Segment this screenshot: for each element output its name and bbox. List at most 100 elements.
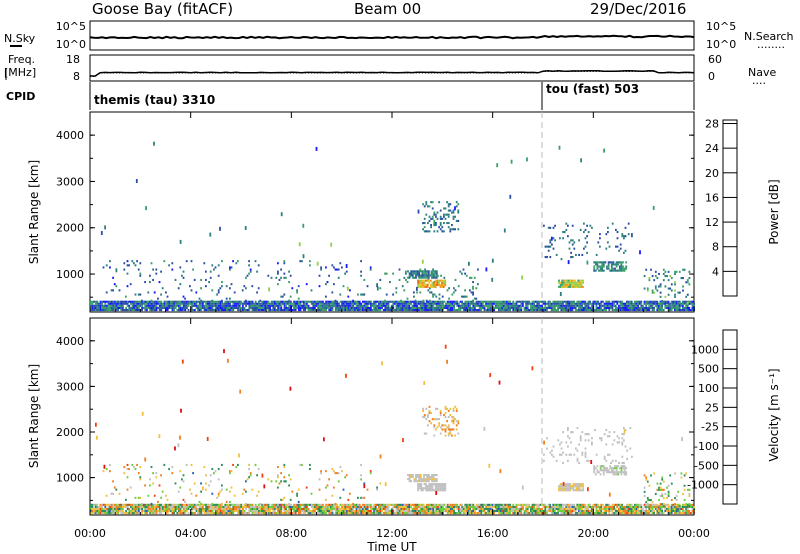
- data-cell: [277, 306, 279, 309]
- data-cell: [512, 503, 515, 506]
- data-cell: [160, 496, 162, 499]
- data-cell: [262, 304, 265, 307]
- data-cell: [186, 510, 188, 513]
- data-cell: [570, 239, 572, 242]
- data-cell: [428, 420, 431, 423]
- data-cell: [566, 503, 569, 506]
- data-cell: [362, 507, 364, 510]
- data-cell: [426, 274, 429, 277]
- data-cell: [154, 507, 156, 510]
- data-cell: [682, 277, 684, 280]
- data-cell: [638, 512, 641, 515]
- data-cell: [478, 503, 481, 506]
- data-cell: [195, 291, 198, 294]
- data-cell: [455, 424, 458, 427]
- data-cell: [664, 302, 667, 305]
- data-cell: [450, 304, 452, 307]
- data-cell: [621, 512, 623, 515]
- data-cell: [251, 505, 254, 508]
- data-cell: [662, 279, 665, 282]
- data-cell: [629, 510, 631, 513]
- data-cell: [363, 510, 366, 513]
- data-cell: [470, 302, 473, 305]
- data-cell: [133, 512, 135, 515]
- data-cell: [623, 269, 626, 272]
- data-cell: [178, 306, 180, 309]
- data-cell: [362, 306, 364, 309]
- data-cell: [435, 512, 438, 515]
- data-cell: [101, 505, 103, 508]
- data-cell: [685, 507, 687, 510]
- data-cell: [280, 212, 283, 217]
- data-cell: [662, 272, 665, 275]
- data-cell: [444, 213, 447, 216]
- data-cell: [296, 289, 298, 292]
- data-cell: [546, 437, 548, 440]
- data-cell: [596, 465, 599, 468]
- data-cell: [683, 302, 686, 305]
- data-cell: [294, 304, 297, 307]
- data-cell: [392, 507, 395, 510]
- data-cell: [445, 306, 447, 309]
- data-cell: [650, 474, 652, 477]
- data-cell: [675, 510, 678, 513]
- data-cell: [184, 304, 187, 307]
- data-cell: [531, 304, 534, 307]
- data-cell: [226, 302, 228, 305]
- data-cell: [518, 503, 521, 506]
- data-cell: [443, 507, 446, 510]
- data-cell: [427, 289, 430, 292]
- data-cell: [262, 306, 265, 309]
- data-cell: [406, 304, 409, 307]
- data-cell: [552, 455, 555, 458]
- data-cell: [317, 309, 319, 312]
- data-cell: [651, 512, 654, 515]
- data-cell: [607, 226, 609, 229]
- data-cell: [634, 302, 636, 305]
- data-cell: [581, 302, 583, 305]
- data-cell: [623, 465, 626, 468]
- data-cell: [190, 260, 193, 263]
- data-cell: [498, 505, 500, 508]
- data-cell: [494, 505, 497, 508]
- data-cell: [283, 300, 286, 303]
- data-cell: [246, 505, 249, 508]
- data-cell: [602, 269, 605, 272]
- data-cell: [621, 505, 623, 508]
- data-cell: [298, 510, 300, 513]
- data-cell: [266, 300, 268, 303]
- data-cell: [245, 302, 247, 305]
- data-cell: [418, 300, 420, 303]
- data-cell: [410, 274, 413, 277]
- data-cell: [258, 512, 260, 515]
- data-cell: [682, 309, 684, 312]
- data-cell: [459, 306, 462, 309]
- data-cell: [322, 306, 324, 309]
- data-cell: [686, 505, 689, 508]
- data-cell: [685, 306, 687, 309]
- data-cell: [106, 300, 108, 303]
- data-cell: [677, 304, 679, 307]
- data-cell: [256, 512, 259, 515]
- data-cell: [444, 407, 447, 410]
- data-cell: [176, 309, 179, 312]
- data-cell: [512, 507, 515, 510]
- data-cell: [200, 302, 203, 305]
- data-cell: [190, 512, 193, 515]
- data-cell: [177, 490, 180, 493]
- data-cell: [403, 309, 406, 312]
- data-cell: [457, 211, 460, 214]
- data-cell: [104, 505, 107, 508]
- data-cell: [333, 302, 335, 305]
- data-cell: [520, 300, 523, 303]
- data-cell: [547, 226, 550, 229]
- data-cell: [439, 285, 442, 288]
- data-cell: [499, 300, 502, 303]
- data-cell: [416, 274, 419, 277]
- data-cell: [674, 505, 676, 508]
- data-cell: [416, 304, 419, 307]
- data-cell: [470, 505, 473, 508]
- data-cell: [563, 304, 566, 307]
- data-cell: [162, 505, 164, 508]
- data-cell: [197, 503, 199, 506]
